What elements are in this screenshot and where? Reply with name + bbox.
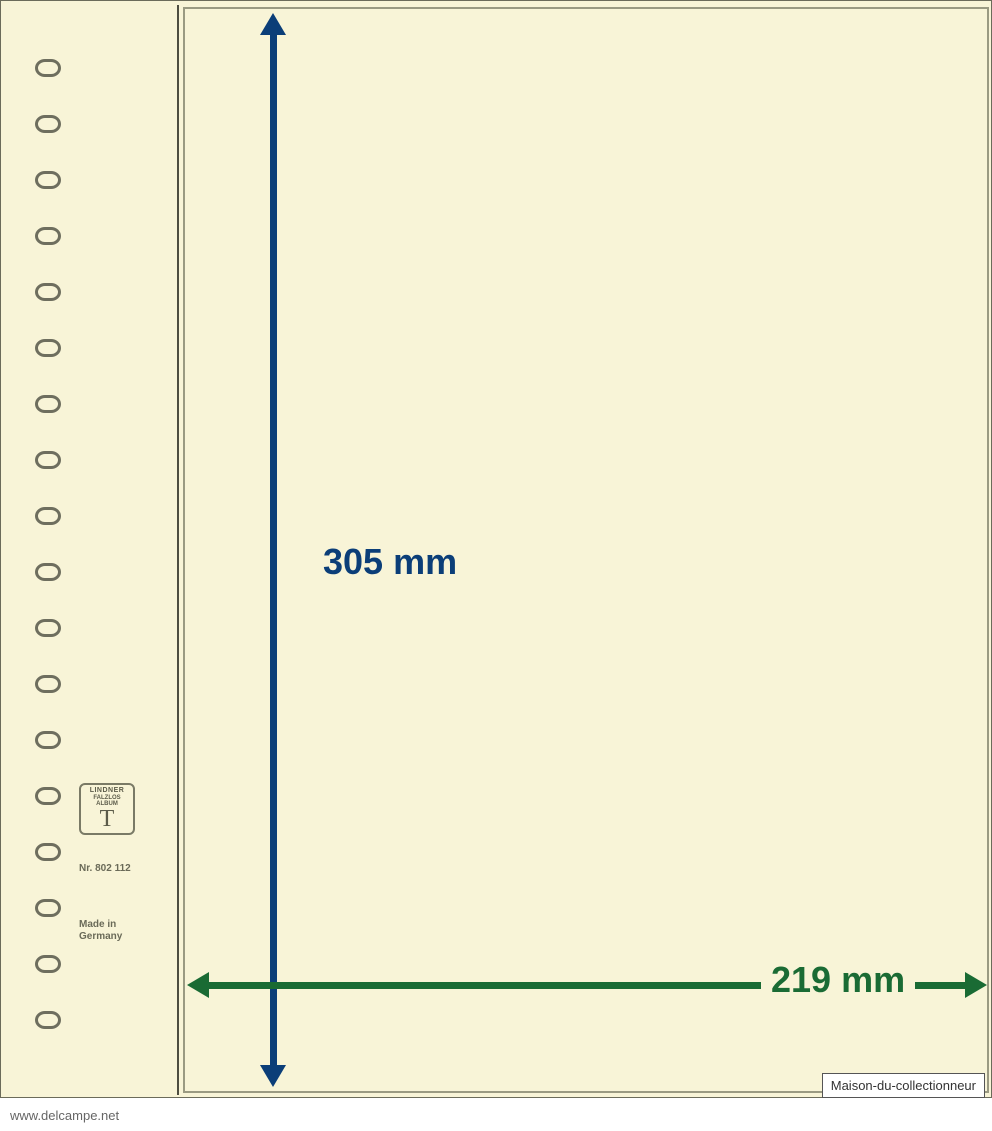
binder-hole	[35, 619, 61, 637]
binder-hole	[35, 395, 61, 413]
binder-hole	[35, 675, 61, 693]
binder-hole	[35, 843, 61, 861]
binder-hole	[35, 899, 61, 917]
binder-hole	[35, 339, 61, 357]
binder-hole	[35, 227, 61, 245]
binder-hole	[35, 1011, 61, 1029]
binder-hole	[35, 563, 61, 581]
brand-badge: LINDNER FALZLOS ALBUM T	[79, 783, 135, 835]
made-in-line2: Germany	[79, 931, 122, 942]
canvas: 305 mm 219 mm LINDNER FALZLOS ALBUM T Nr…	[0, 0, 992, 1131]
binder-hole	[35, 955, 61, 973]
binder-hole	[35, 507, 61, 525]
binder-hole	[35, 283, 61, 301]
brand-name: LINDNER	[83, 787, 131, 794]
binder-hole	[35, 115, 61, 133]
binder-hole	[35, 787, 61, 805]
usable-area-frame	[183, 7, 989, 1093]
album-page: 305 mm 219 mm LINDNER FALZLOS ALBUM T Nr…	[0, 0, 992, 1098]
height-dimension-line	[270, 35, 277, 1065]
width-arrowhead-left	[187, 972, 209, 998]
made-in-label: Made in Germany	[79, 919, 122, 943]
height-arrowhead-top	[260, 13, 286, 35]
height-arrowhead-bottom	[260, 1065, 286, 1087]
height-dimension-label: 305 mm	[323, 541, 457, 583]
source-watermark: www.delcampe.net	[6, 1106, 123, 1125]
binder-hole	[35, 59, 61, 77]
binder-hole	[35, 731, 61, 749]
width-dimension-label: 219 mm	[761, 959, 915, 1001]
binder-hole	[35, 171, 61, 189]
binder-margin-line	[177, 5, 179, 1095]
seller-credit: Maison-du-collectionneur	[822, 1073, 985, 1098]
brand-letter: T	[83, 809, 131, 829]
made-in-line1: Made in	[79, 919, 116, 930]
binder-hole	[35, 451, 61, 469]
width-arrowhead-right	[965, 972, 987, 998]
reference-number: Nr. 802 112	[79, 863, 131, 875]
